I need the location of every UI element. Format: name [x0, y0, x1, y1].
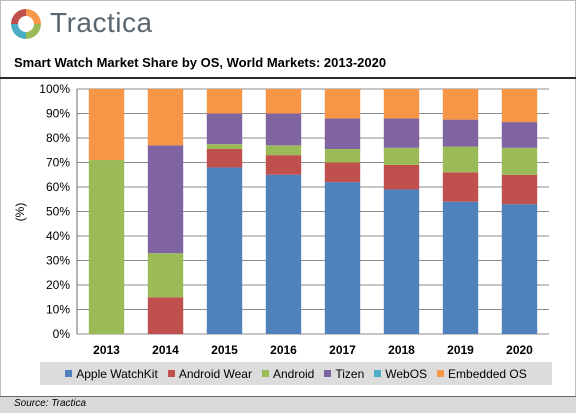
y-tick-label: 100% — [39, 82, 70, 96]
bar-segment — [501, 147, 538, 175]
x-axis-ticks: 2013 2014 2015 2016 2017 2018 2019 2020 — [93, 343, 533, 357]
brand-name: Tractica — [50, 7, 153, 38]
x-tick-label: 2015 — [211, 343, 238, 357]
y-tick-label: 40% — [46, 229, 70, 243]
bar-segment — [383, 164, 420, 190]
legend-swatch — [65, 370, 73, 377]
bar-segment — [383, 118, 420, 148]
tractica-logo-icon — [11, 9, 41, 39]
legend-swatch — [261, 370, 269, 377]
bar-segment — [501, 174, 538, 205]
bar-segment — [501, 89, 538, 123]
bar-segment — [265, 89, 302, 114]
bar-segment — [265, 113, 302, 146]
y-axis-ticks: 0% 10% 20% 30% 40% 50% 60% 70% 80% 90% 100% — [39, 82, 70, 341]
source-note: Source: Tractica — [14, 398, 87, 409]
bar-segment — [383, 189, 420, 334]
legend-label: Tizen — [335, 366, 365, 381]
x-tick-label: 2018 — [388, 343, 415, 357]
bar-segment — [206, 167, 243, 334]
x-tick-label: 2016 — [270, 343, 297, 357]
legend-label: WebOS — [385, 366, 428, 381]
y-tick-label: 70% — [46, 156, 70, 170]
y-tick-label: 0% — [53, 327, 71, 341]
bar-segment — [147, 253, 184, 298]
title-divider — [0, 77, 576, 79]
x-tick-label: 2019 — [447, 343, 474, 357]
bar-segment — [206, 89, 243, 114]
bar-segment — [147, 145, 184, 254]
legend-swatch — [374, 370, 382, 377]
bar-segment — [442, 201, 479, 334]
legend-item: WebOS — [374, 367, 427, 381]
legend-label: Apple WatchKit — [76, 366, 158, 381]
bar-segment — [147, 297, 184, 334]
bar-segment — [324, 89, 361, 119]
y-tick-label: 30% — [46, 254, 70, 268]
y-tick-label: 90% — [46, 107, 70, 121]
y-axis-label: (%) — [13, 203, 27, 222]
bar-segment — [501, 122, 538, 148]
bar-segment — [442, 119, 479, 147]
legend-swatch — [437, 370, 445, 377]
legend-swatch — [167, 370, 175, 377]
source-bar: Source: Tractica — [0, 396, 576, 413]
x-tick-label: 2014 — [152, 343, 179, 357]
bar-segment — [206, 144, 243, 150]
chart-title: Smart Watch Market Share by OS, World Ma… — [14, 55, 387, 70]
y-tick-label: 80% — [46, 131, 70, 145]
bar-segment — [265, 174, 302, 334]
bar-segment — [88, 160, 125, 334]
legend-item: Android Wear — [167, 366, 252, 381]
legend-label: Android Wear — [178, 366, 252, 381]
bar-segment — [206, 149, 243, 168]
bar-segment — [147, 89, 184, 146]
bar-segment — [324, 149, 361, 163]
bar-segment — [265, 145, 302, 156]
bar-segment — [442, 89, 479, 120]
bars — [88, 89, 538, 334]
bar-segment — [383, 147, 420, 165]
bar-segment — [324, 162, 361, 183]
stacked-bar-chart: 0%10%20%30%40%50%60%70%80%90%100% 2013 20… — [13, 82, 549, 357]
legend-label: Embedded OS — [448, 366, 527, 381]
y-tick-label: 20% — [46, 278, 70, 292]
x-tick-label: 2013 — [93, 343, 120, 357]
bar-segment — [324, 118, 361, 150]
x-tick-label: 2020 — [506, 343, 533, 357]
bar-segment — [88, 89, 125, 161]
bar-segment — [324, 182, 361, 334]
bar-segment — [206, 113, 243, 145]
legend-item: Embedded OS — [437, 367, 527, 381]
y-tick-label: 10% — [46, 303, 70, 317]
bar-segment — [265, 155, 302, 175]
legend-item: Android — [261, 366, 315, 381]
legend-swatch — [324, 370, 332, 377]
legend-item: Tizen — [324, 367, 364, 381]
legend-item: Apple WatchKit — [65, 367, 158, 381]
legend-label: Android — [272, 366, 315, 381]
bar-segment — [501, 204, 538, 334]
y-tick-label: 60% — [46, 180, 70, 194]
bar-segment — [442, 172, 479, 202]
bar-segment — [383, 89, 420, 119]
bar-segment — [442, 146, 479, 173]
x-tick-label: 2017 — [329, 343, 356, 357]
legend: Apple WatchKit Android Wear Android Tizen We… — [40, 362, 552, 385]
y-tick-label: 50% — [46, 205, 70, 219]
